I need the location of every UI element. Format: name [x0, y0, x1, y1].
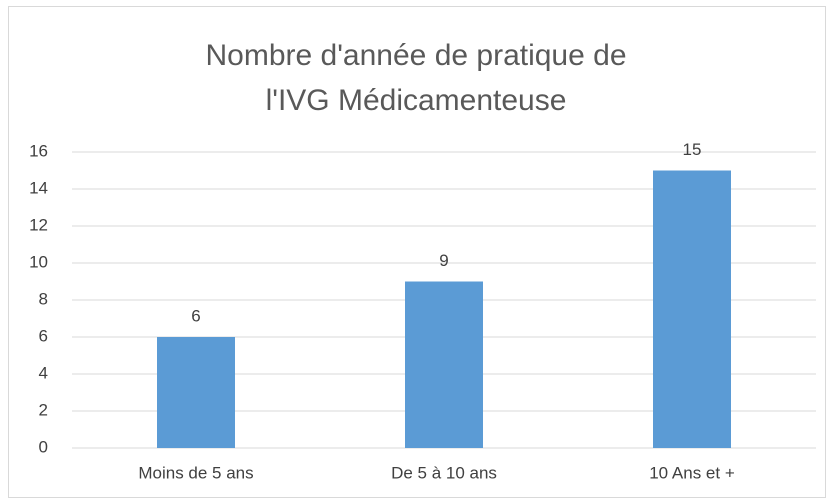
data-label: 6 — [191, 306, 200, 325]
y-tick-label: 8 — [39, 289, 48, 308]
y-tick-label: 2 — [39, 400, 48, 419]
y-tick-label: 16 — [29, 141, 48, 160]
y-tick-label: 6 — [39, 326, 48, 345]
bar — [157, 337, 235, 448]
chart-title: Nombre d'année de pratique de — [205, 39, 626, 72]
bar — [405, 281, 483, 448]
x-tick-label: De 5 à 10 ans — [391, 463, 497, 482]
bar — [653, 170, 731, 448]
y-tick-label: 4 — [39, 363, 48, 382]
data-label: 9 — [439, 251, 448, 270]
y-tick-label: 10 — [29, 252, 48, 271]
y-tick-label: 0 — [39, 437, 48, 456]
chart-title: l'IVG Médicamenteuse — [266, 84, 567, 117]
x-tick-label: 10 Ans et + — [649, 463, 735, 482]
x-tick-label: Moins de 5 ans — [138, 463, 253, 482]
data-label: 15 — [683, 140, 702, 159]
y-tick-label: 12 — [29, 215, 48, 234]
y-tick-label: 14 — [29, 178, 48, 197]
